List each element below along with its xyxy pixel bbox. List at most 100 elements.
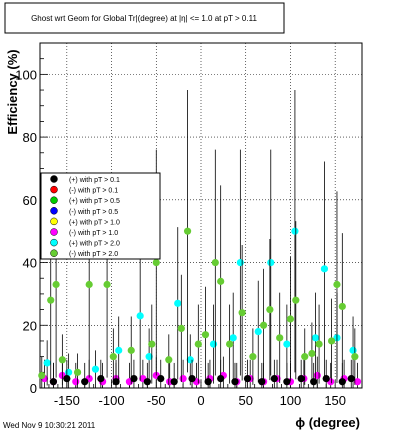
- data-point: [165, 356, 173, 364]
- legend-entry: (-) with pT > 2.0: [69, 251, 118, 258]
- data-point: [43, 359, 51, 367]
- legend-entry: (+) with pT > 2.0: [69, 241, 120, 248]
- x-tick-label: 150: [324, 393, 346, 408]
- timestamp: Wed Nov 9 10:30:21 2011: [3, 421, 96, 430]
- series-3: [49, 359, 355, 388]
- data-point: [286, 315, 295, 323]
- data-point: [63, 374, 71, 383]
- data-point: [297, 374, 305, 383]
- data-point: [145, 353, 153, 361]
- legend-entry: (-) with pT > 0.1: [69, 188, 118, 195]
- legend: (+) with pT > 0.1 (-) with pT > 0.1 (+) wi…: [40, 172, 161, 260]
- legend-entry: (+) with pT > 0.5: [69, 198, 120, 205]
- data-point: [211, 258, 219, 267]
- data-point: [170, 378, 178, 386]
- x-tick-label: -150: [54, 393, 80, 408]
- x-tick-label: 0: [197, 393, 204, 408]
- data-point: [270, 374, 278, 383]
- x-tick-label: -100: [99, 393, 125, 408]
- y-axis-label: Efficiency (%): [5, 49, 20, 134]
- data-point: [179, 374, 187, 383]
- data-point: [258, 378, 266, 386]
- data-point: [152, 258, 160, 267]
- y-tick-label: 0: [30, 381, 37, 396]
- data-point: [322, 374, 330, 383]
- data-point: [217, 277, 225, 285]
- x-axis-label: ϕ (degree): [295, 415, 360, 430]
- legend-marker: [50, 185, 58, 194]
- data-point: [217, 374, 225, 383]
- data-point: [308, 349, 316, 358]
- data-point: [226, 340, 234, 348]
- data-point: [229, 334, 237, 342]
- data-point: [194, 340, 202, 348]
- y-tick-label: 60: [23, 193, 37, 208]
- data-point: [103, 280, 111, 289]
- data-point: [276, 334, 284, 342]
- y-tick-label: 40: [23, 256, 37, 271]
- data-point: [38, 371, 46, 380]
- y-tick-label: 20: [23, 318, 37, 333]
- data-point: [209, 340, 218, 348]
- legend-entry: (-) with pT > 0.5: [69, 209, 118, 216]
- data-point: [292, 296, 300, 304]
- data-point: [201, 331, 210, 339]
- x-tick-label: -50: [147, 393, 166, 408]
- legend-box: [40, 172, 161, 260]
- data-point: [338, 302, 346, 311]
- data-point: [73, 368, 82, 376]
- legend-marker: [50, 196, 58, 204]
- y-tick-label: 80: [23, 130, 37, 145]
- data-point: [112, 378, 120, 386]
- data-point: [85, 280, 93, 289]
- data-point: [58, 356, 66, 364]
- data-point: [47, 296, 55, 304]
- x-tick-label: 50: [238, 393, 252, 408]
- data-point: [266, 305, 274, 314]
- data-point: [65, 368, 73, 376]
- data-point: [236, 258, 244, 267]
- data-point: [231, 378, 239, 386]
- data-point: [267, 258, 275, 267]
- data-point: [188, 374, 196, 383]
- data-point: [349, 346, 357, 354]
- data-point: [183, 227, 192, 235]
- data-point: [260, 321, 268, 329]
- legend-entry: (+) with pT > 1.0: [69, 219, 120, 226]
- legend-marker: [50, 207, 58, 215]
- data-point: [174, 299, 182, 307]
- data-point: [283, 340, 291, 348]
- legend-entry: (-) with pT > 1.0: [69, 230, 118, 237]
- data-point: [177, 324, 185, 333]
- data-point: [310, 378, 318, 386]
- data-point: [254, 327, 262, 336]
- data-point: [157, 374, 165, 383]
- data-point: [109, 353, 117, 361]
- data-point: [351, 353, 359, 361]
- data-point: [320, 265, 329, 273]
- data-point: [338, 378, 346, 386]
- data-point: [311, 334, 320, 342]
- data-point: [301, 353, 309, 361]
- data-point: [283, 378, 291, 386]
- data-point: [204, 378, 212, 386]
- chart-title: Ghost wrt Geom for Global Tr|(degree) at…: [31, 14, 257, 23]
- data-point: [333, 280, 341, 289]
- data-point: [148, 340, 156, 348]
- data-point: [353, 378, 362, 386]
- data-point: [347, 374, 355, 383]
- x-tick-label: 100: [280, 393, 302, 408]
- data-point: [136, 312, 144, 320]
- data-point: [327, 337, 336, 345]
- legend-entry: (+) with pT > 0.1: [69, 177, 120, 184]
- data-point: [115, 346, 123, 354]
- data-point: [315, 340, 323, 348]
- data-point: [127, 346, 135, 354]
- data-point: [130, 374, 138, 383]
- legend-marker: [50, 228, 58, 236]
- data-point: [313, 371, 321, 380]
- legend-marker: [50, 175, 58, 183]
- data-point: [249, 353, 257, 361]
- data-point: [49, 378, 58, 386]
- legend-marker: [50, 238, 58, 247]
